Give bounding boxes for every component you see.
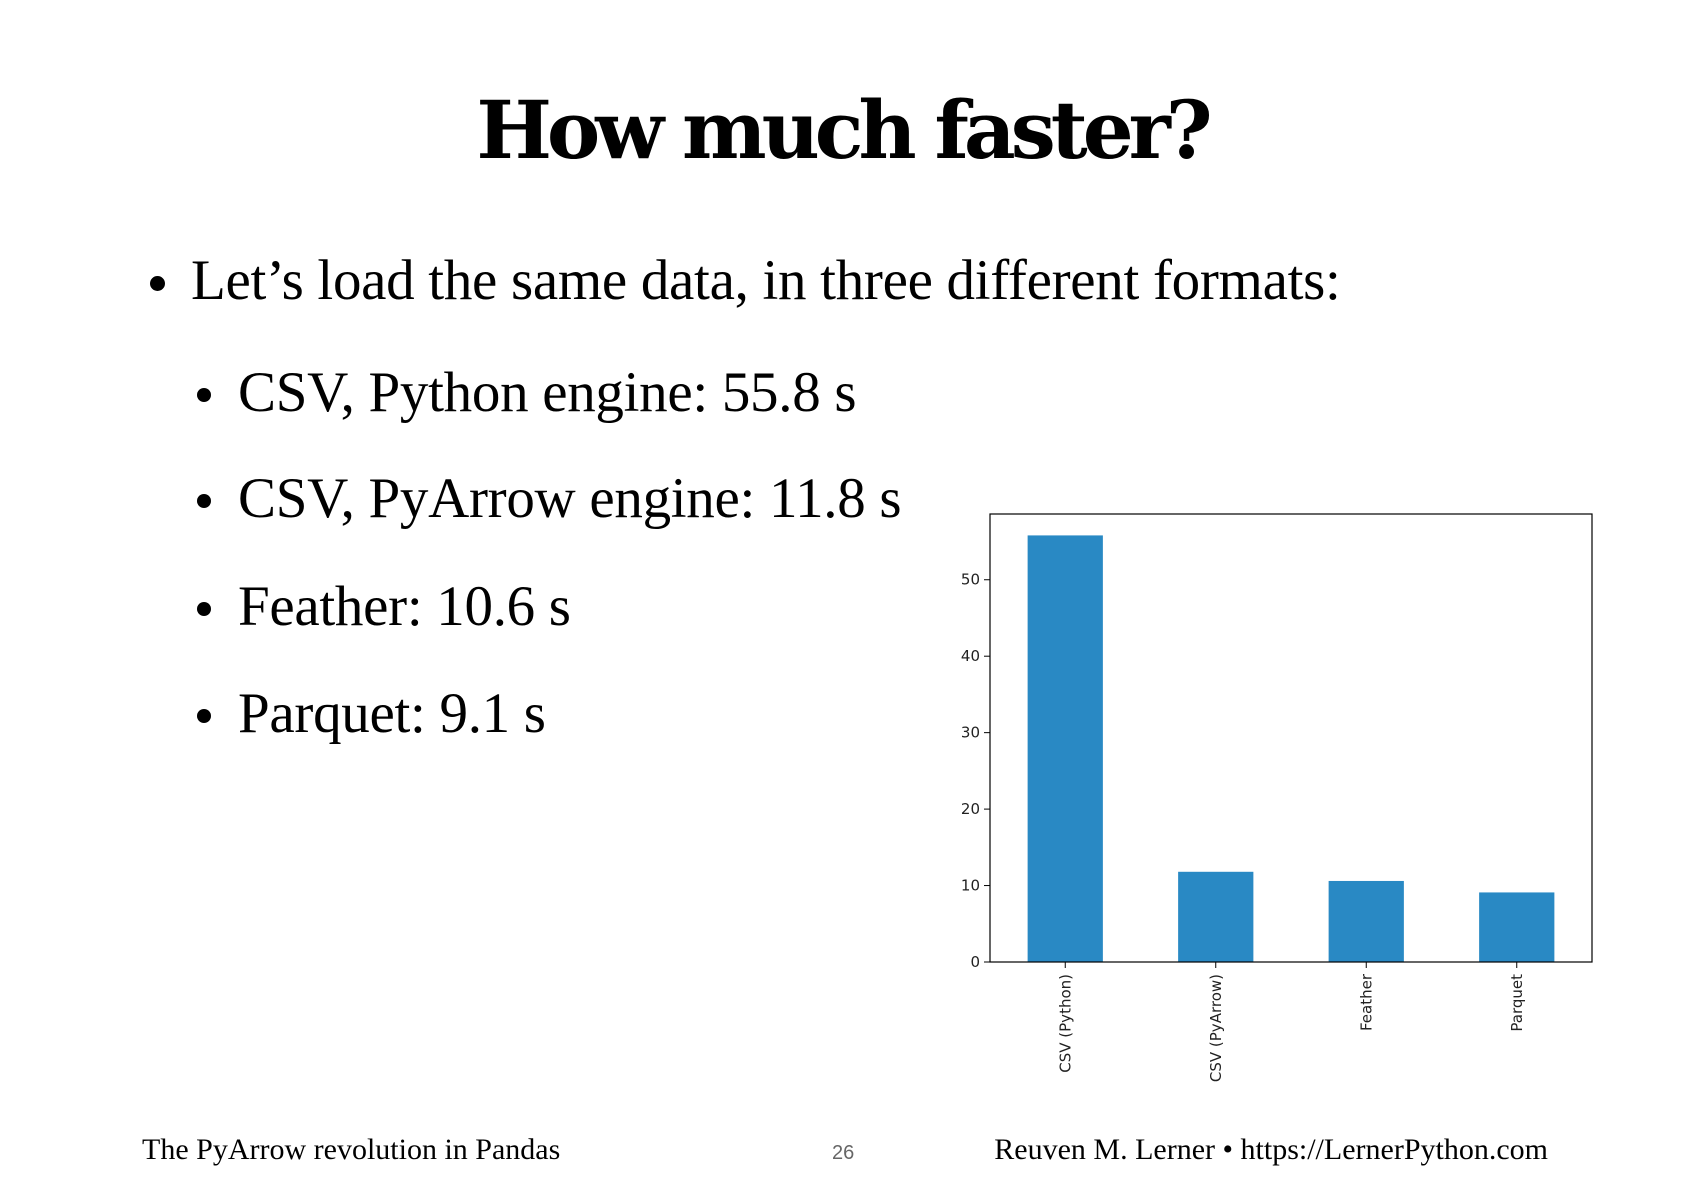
bar [1178, 871, 1254, 962]
bullet-dot-icon [197, 494, 211, 508]
bar [1479, 892, 1555, 962]
y-tick-label: 0 [970, 953, 980, 971]
y-tick-label: 20 [961, 800, 980, 818]
x-tick-label: Feather [1357, 973, 1375, 1031]
bar [1328, 880, 1404, 962]
y-tick-label: 30 [961, 724, 980, 742]
sub-bullet-text: Parquet: 9.1 s [238, 682, 546, 745]
footer-author: Reuven M. Lerner • https://LernerPython.… [994, 1133, 1548, 1166]
bullet-dot-icon [197, 709, 211, 723]
footer-title: The PyArrow revolution in Pandas [142, 1133, 561, 1166]
sub-bullet-text: Feather: 10.6 s [238, 575, 571, 638]
bullet-main-text: Let’s load the same data, in three diffe… [191, 249, 1341, 312]
bullet-dot-icon [150, 276, 165, 291]
bar [1027, 535, 1103, 962]
y-tick-label: 10 [961, 877, 980, 895]
x-tick-label: Parquet [1508, 974, 1526, 1032]
bullet-dot-icon [197, 602, 211, 616]
plot-frame [989, 513, 1593, 963]
x-tick-label: CSV (Python) [1056, 974, 1074, 1073]
page-number: 26 [832, 1142, 855, 1164]
y-tick-label: 40 [961, 647, 980, 665]
bar-chart: CSV (Python) CSV (PyArrow) Feather Parquet 0… [961, 513, 1593, 1082]
slide-title: How much faster? [476, 83, 1212, 177]
sub-bullet-text: CSV, Python engine: 55.8 s [238, 361, 857, 424]
sub-bullet-text: CSV, PyArrow engine: 11.8 s [238, 467, 902, 530]
y-tick-label: 50 [961, 571, 980, 589]
bullet-dot-icon [197, 388, 211, 402]
x-tick-label: CSV (PyArrow) [1207, 974, 1225, 1082]
